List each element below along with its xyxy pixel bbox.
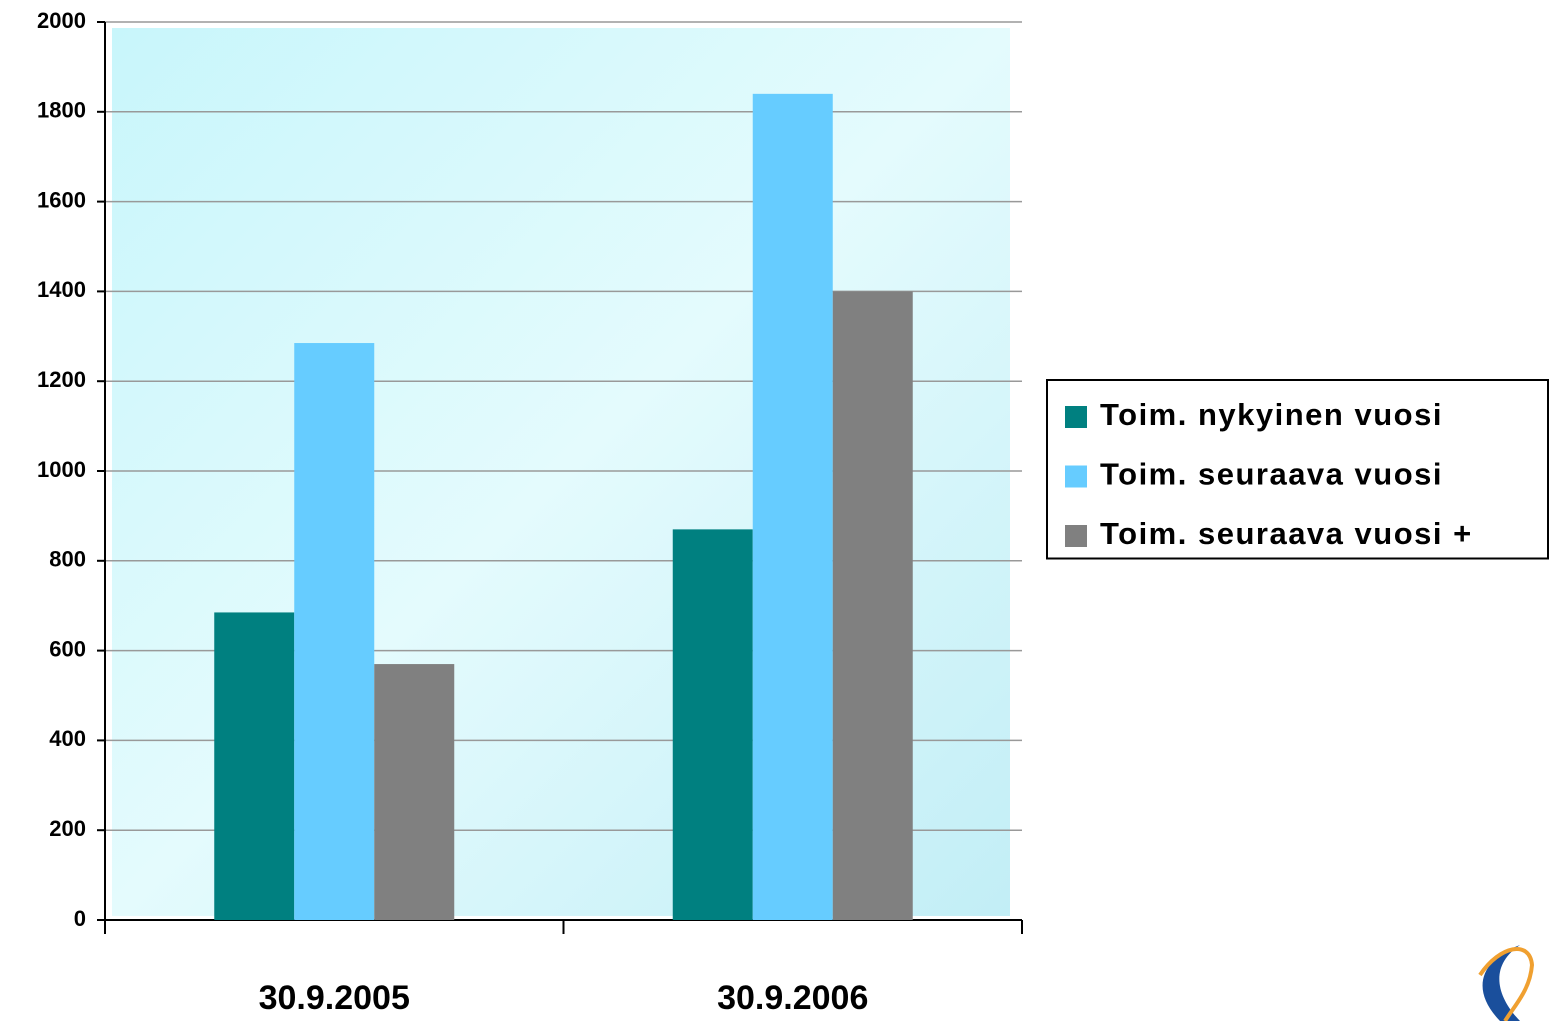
y-tick-label: 1200	[37, 367, 86, 392]
y-tick-label: 800	[49, 547, 86, 572]
y-tick-label: 600	[49, 636, 86, 661]
legend-swatch	[1065, 465, 1087, 488]
bar	[752, 93, 833, 921]
bar	[672, 529, 753, 920]
y-tick-label: 1600	[37, 187, 86, 212]
y-tick-label: 2000	[37, 8, 86, 33]
y-tick-label: 400	[49, 726, 86, 751]
legend-swatch	[1065, 525, 1087, 547]
y-tick-label: 1800	[37, 98, 86, 123]
x-tick-label: 30.9.2006	[717, 979, 868, 1017]
bar	[294, 343, 375, 920]
y-tick-label: 0	[74, 906, 86, 931]
legend-label: Toim. seuraava vuosi +	[1100, 516, 1473, 551]
y-tick-label: 200	[49, 816, 86, 841]
y-tick-label: 1400	[37, 277, 86, 302]
logo	[1478, 945, 1535, 1023]
x-tick-label: 30.9.2005	[259, 979, 410, 1017]
legend-box	[1046, 379, 1549, 560]
bar	[832, 291, 913, 920]
bar	[214, 612, 295, 920]
bar	[374, 664, 455, 920]
y-tick-label: 1000	[37, 457, 86, 482]
legend-label: Toim. nykyinen vuosi	[1100, 397, 1443, 432]
legend-label: Toim. seuraava vuosi	[1100, 457, 1443, 492]
legend-swatch	[1065, 406, 1087, 428]
